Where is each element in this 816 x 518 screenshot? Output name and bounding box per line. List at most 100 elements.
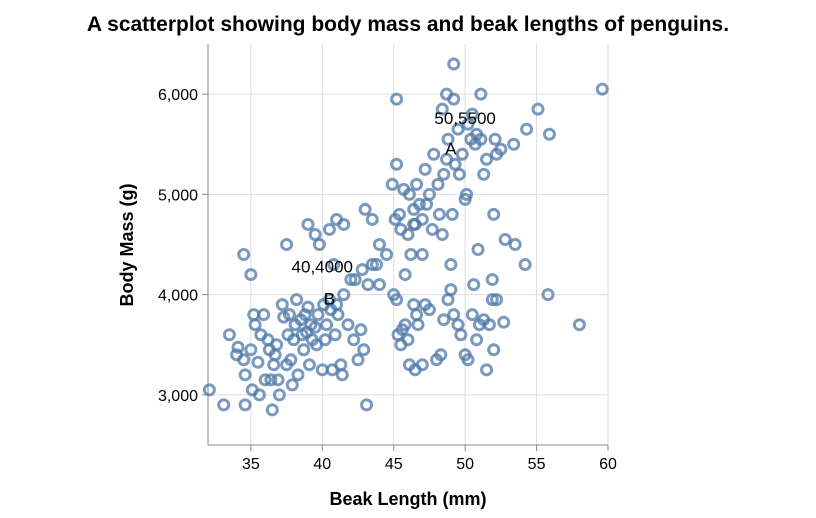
data-point — [349, 335, 359, 345]
data-point — [356, 325, 366, 335]
data-point — [314, 240, 324, 250]
data-point — [339, 219, 349, 229]
data-point — [446, 285, 456, 295]
data-point — [436, 350, 446, 360]
data-point — [450, 159, 460, 169]
data-point — [269, 360, 279, 370]
data-point — [310, 229, 320, 239]
data-point — [374, 240, 384, 250]
data-point — [353, 355, 363, 365]
data-point — [253, 357, 263, 367]
data-point — [337, 370, 347, 380]
data-point — [446, 260, 456, 270]
data-point — [204, 385, 214, 395]
x-tick-label-60: 60 — [599, 456, 617, 473]
x-tick-label-45: 45 — [385, 456, 403, 473]
data-point — [343, 320, 353, 330]
data-point — [267, 405, 277, 415]
data-point — [287, 380, 297, 390]
annotation-4: B — [324, 290, 335, 309]
data-point — [522, 124, 532, 134]
data-point — [427, 224, 437, 234]
data-point — [449, 59, 459, 69]
data-point — [367, 214, 377, 224]
data-point — [424, 305, 434, 315]
annotation-1: 50,5500 — [434, 109, 495, 128]
data-point — [394, 209, 404, 219]
x-tick-label-50: 50 — [456, 456, 474, 473]
data-point — [387, 179, 397, 189]
data-point — [322, 320, 332, 330]
data-point — [409, 300, 419, 310]
data-point — [456, 330, 466, 340]
data-point — [400, 270, 410, 280]
data-point — [454, 169, 464, 179]
x-tick-label-35: 35 — [242, 456, 260, 473]
data-point — [273, 375, 283, 385]
y-tick-label-5000: 5,000 — [158, 187, 198, 204]
y-tick-label-3000: 3,000 — [158, 388, 198, 405]
data-point — [313, 310, 323, 320]
data-point — [417, 250, 427, 260]
data-point — [333, 310, 343, 320]
data-point — [443, 295, 453, 305]
annotation-2: A — [445, 139, 457, 158]
data-point — [420, 164, 430, 174]
data-point — [476, 134, 486, 144]
data-point — [489, 345, 499, 355]
y-tick-label-6000: 6,000 — [158, 87, 198, 104]
data-point — [363, 280, 373, 290]
y-axis-label: Body Mass (g) — [117, 183, 137, 306]
data-point — [403, 335, 413, 345]
data-point — [437, 229, 447, 239]
x-tick-label-55: 55 — [528, 456, 546, 473]
data-point — [449, 94, 459, 104]
data-point — [359, 345, 369, 355]
data-point — [330, 330, 340, 340]
data-point — [270, 350, 280, 360]
data-point — [409, 219, 419, 229]
x-tick-label-40: 40 — [313, 456, 331, 473]
data-point — [510, 240, 520, 250]
data-point — [467, 310, 477, 320]
data-point — [479, 169, 489, 179]
data-point — [374, 280, 384, 290]
data-point — [303, 302, 313, 312]
data-point — [533, 104, 543, 114]
annotation-3: 40,4000 — [292, 258, 353, 277]
data-point — [240, 400, 250, 410]
data-point — [453, 320, 463, 330]
data-point — [439, 315, 449, 325]
data-point — [429, 149, 439, 159]
data-point — [250, 320, 260, 330]
data-point — [324, 224, 334, 234]
data-point — [482, 154, 492, 164]
data-point — [360, 204, 370, 214]
data-point — [299, 345, 309, 355]
data-point — [277, 300, 287, 310]
data-point — [240, 370, 250, 380]
data-point — [469, 280, 479, 290]
y-tick-label-4000: 4,000 — [158, 288, 198, 305]
data-point — [403, 229, 413, 239]
x-axis-label: Beak Length (mm) — [329, 489, 486, 509]
data-point — [482, 365, 492, 375]
data-point — [447, 209, 457, 219]
data-point — [484, 320, 494, 330]
data-point — [413, 320, 423, 330]
points-layer — [204, 59, 607, 415]
data-point — [417, 360, 427, 370]
data-point — [219, 400, 229, 410]
data-point — [303, 219, 313, 229]
data-point — [433, 179, 443, 189]
data-point — [500, 234, 510, 244]
data-point — [357, 265, 367, 275]
data-point — [259, 310, 269, 320]
data-point — [544, 129, 554, 139]
data-point — [412, 310, 422, 320]
data-point — [496, 144, 506, 154]
data-point — [574, 320, 584, 330]
data-point — [473, 245, 483, 255]
data-point — [487, 275, 497, 285]
